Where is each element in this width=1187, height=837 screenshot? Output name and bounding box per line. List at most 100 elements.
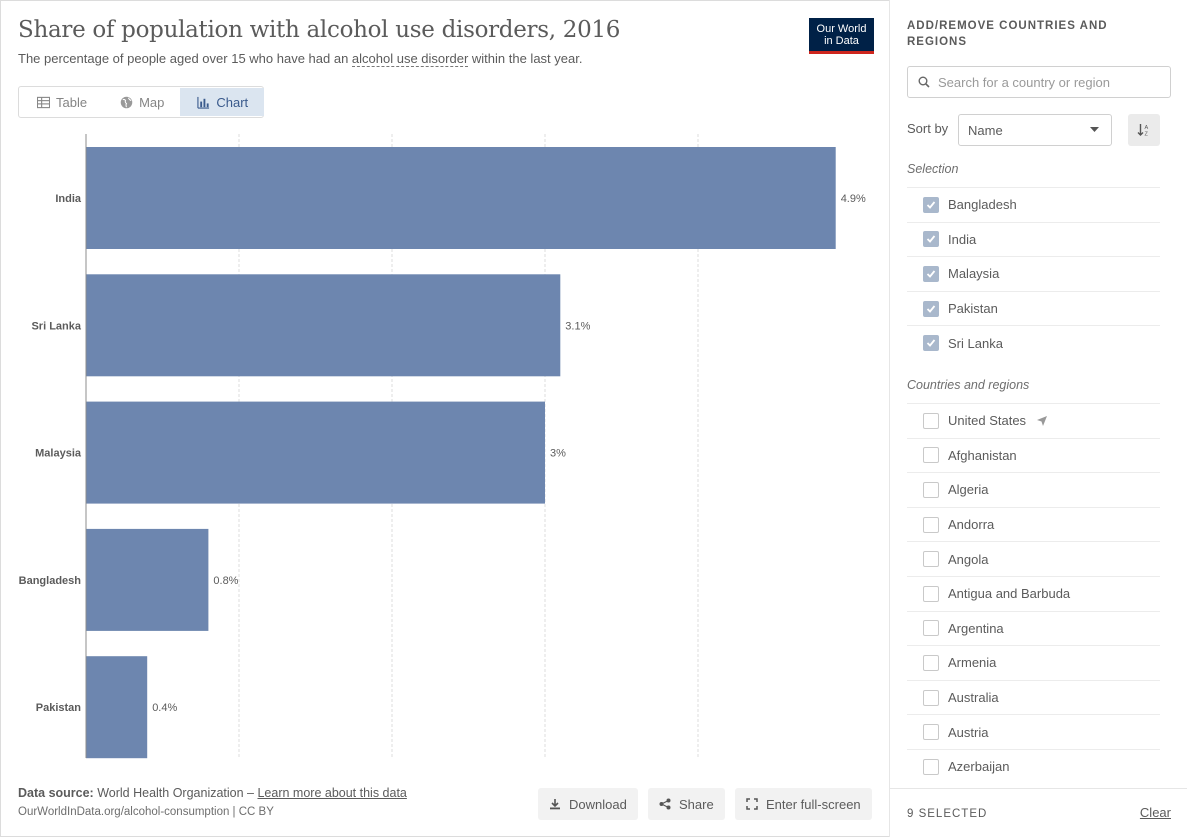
tab-chart[interactable]: Chart (180, 88, 265, 116)
countries-label: Countries and regions (907, 378, 1030, 392)
search-box[interactable] (907, 66, 1171, 98)
check-icon (926, 339, 936, 348)
tab-table[interactable]: Table (20, 88, 103, 116)
chart-title: Share of population with alcohol use dis… (18, 17, 621, 43)
tab-map-label: Map (139, 94, 165, 110)
selection-label: Selection (907, 162, 959, 176)
item-label: Bangladesh (948, 197, 1017, 213)
checkbox[interactable] (923, 620, 939, 637)
category-label: Sri Lanka (31, 320, 81, 332)
country-item[interactable]: Armenia (907, 645, 1160, 680)
data-source-label: Data source: (18, 786, 94, 800)
value-label: 0.4% (152, 702, 177, 714)
sort-select[interactable]: Name (958, 114, 1112, 146)
owid-logo[interactable]: Our World in Data (809, 18, 874, 54)
country-item[interactable]: Afghanistan (907, 437, 1160, 473)
checkbox[interactable] (923, 689, 939, 706)
globe-icon (120, 96, 133, 108)
search-icon (918, 76, 930, 88)
checkbox[interactable] (923, 585, 939, 602)
tab-map[interactable]: Map (103, 88, 180, 116)
subtitle-text: The percentage of people aged over 15 wh… (18, 51, 352, 66)
location-arrow-icon (1037, 415, 1048, 426)
item-label: Pakistan (948, 301, 998, 317)
item-label: Algeria (948, 482, 989, 498)
expand-icon (746, 798, 758, 810)
sidebar-footer: 9 SELECTED Clear (890, 788, 1187, 837)
share-icon (659, 798, 671, 810)
checkbox[interactable] (923, 196, 939, 213)
item-label: Afghanistan (948, 447, 1017, 463)
download-label: Download (569, 796, 627, 812)
selected-list: Bangladesh India Malaysia Pakistan Sri Lanka (907, 187, 1160, 360)
checkbox[interactable] (923, 481, 939, 498)
source-url[interactable]: OurWorldInData.org/alcohol-consumption |… (18, 806, 274, 818)
selected-item[interactable]: Malaysia (907, 256, 1160, 291)
country-item[interactable]: United States (907, 403, 1160, 438)
selected-item[interactable]: Pakistan (907, 290, 1160, 326)
checkbox[interactable] (923, 412, 939, 429)
checkbox[interactable] (923, 654, 939, 671)
fullscreen-button[interactable]: Enter full-screen (735, 788, 872, 820)
checkbox[interactable] (923, 300, 939, 317)
search-input[interactable] (938, 74, 1168, 90)
item-label: United States (948, 413, 1027, 429)
checkbox[interactable] (923, 335, 939, 352)
category-label: India (55, 193, 82, 205)
checkbox[interactable] (923, 447, 939, 464)
checkbox[interactable] (923, 516, 939, 533)
country-item[interactable]: Australia (907, 679, 1160, 715)
checkbox[interactable] (923, 724, 939, 741)
bar[interactable] (86, 528, 209, 631)
country-item[interactable]: Antigua and Barbuda (907, 575, 1160, 611)
country-item[interactable]: Azerbaijan (907, 748, 1160, 784)
sort-value: Name (968, 122, 1003, 138)
bar[interactable] (86, 401, 545, 504)
country-item[interactable]: Algeria (907, 472, 1160, 507)
item-label: Malaysia (948, 266, 1000, 282)
download-icon (550, 799, 560, 810)
alcohol-use-disorder-link[interactable]: alcohol use disorder (351, 51, 469, 67)
country-item[interactable]: Angola (907, 541, 1160, 576)
category-label: Bangladesh (19, 575, 82, 587)
bar[interactable] (86, 656, 148, 759)
selected-item[interactable]: India (907, 221, 1160, 257)
checkbox[interactable] (923, 231, 939, 248)
check-icon (926, 235, 936, 244)
selected-item[interactable]: Bangladesh (907, 187, 1160, 222)
country-item[interactable]: Austria (907, 714, 1160, 749)
item-label: Austria (948, 724, 989, 740)
country-item[interactable]: Argentina (907, 610, 1160, 646)
value-label: 0.8% (213, 575, 238, 587)
download-button[interactable]: Download (538, 788, 638, 820)
item-label: Argentina (948, 620, 1004, 636)
chart-panel: Share of population with alcohol use dis… (18, 17, 874, 820)
item-label: Andorra (948, 517, 995, 533)
tab-table-label: Table (56, 94, 88, 110)
data-source-text: World Health Organization – (93, 786, 258, 800)
learn-more-link[interactable]: Learn more about this data (257, 786, 407, 800)
sort-order-icon: AZ (1137, 124, 1149, 138)
data-source: Data source: World Health Organization –… (18, 786, 407, 800)
sidebar-heading: ADD/REMOVE COUNTRIES AND REGIONS (907, 20, 1108, 48)
logo-line-2: in Data (824, 35, 859, 47)
share-button[interactable]: Share (648, 788, 725, 820)
entity-selector-sidebar: ADD/REMOVE COUNTRIES AND REGIONS Sort by… (889, 0, 1187, 837)
view-tabs: Table Map Chart (18, 86, 265, 118)
country-item[interactable]: Andorra (907, 506, 1160, 542)
check-icon (926, 270, 936, 278)
bar-chart-icon (197, 96, 210, 109)
bar[interactable] (86, 274, 561, 377)
svg-text:Z: Z (1145, 132, 1149, 138)
bar[interactable] (86, 147, 836, 249)
checkbox[interactable] (923, 551, 939, 568)
item-label: Armenia (948, 655, 997, 671)
category-label: Malaysia (35, 448, 82, 460)
checkbox[interactable] (923, 265, 939, 282)
clear-button[interactable]: Clear (1139, 805, 1171, 820)
checkbox[interactable] (923, 758, 939, 775)
selected-item[interactable]: Sri Lanka (907, 325, 1160, 360)
item-label: Azerbaijan (948, 759, 1010, 775)
table-icon (37, 96, 50, 108)
